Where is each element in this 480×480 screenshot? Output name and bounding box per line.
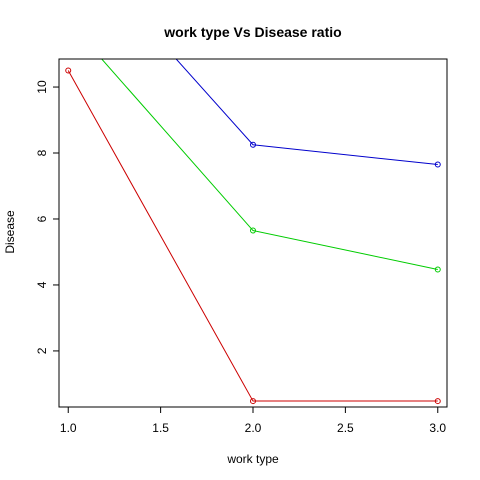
data-point — [250, 398, 256, 405]
chart-title: work type Vs Disease ratio — [163, 24, 341, 40]
data-point — [434, 398, 441, 405]
y-tick-label: 8 — [35, 149, 49, 156]
series-layer — [65, 19, 441, 405]
x-tick-label: 2.0 — [245, 421, 262, 435]
series-line-2 — [101, 59, 438, 270]
data-point — [66, 19, 71, 24]
series-line-3 — [67, 70, 438, 402]
data-point — [434, 266, 441, 273]
x-tick-label: 3.0 — [429, 421, 446, 435]
data-point — [250, 141, 256, 148]
y-tick-label: 6 — [35, 215, 49, 222]
series-line-1 — [175, 59, 438, 166]
data-point — [434, 161, 441, 168]
y-axis: 2 4 6 8 10 — [35, 80, 59, 354]
x-axis-label: work type — [226, 452, 279, 466]
data-point — [250, 227, 256, 234]
x-tick-label: 1.0 — [60, 421, 77, 435]
data-point — [65, 67, 72, 74]
x-tick-label: 2.5 — [337, 421, 354, 435]
x-tick-label: 1.5 — [152, 421, 169, 435]
y-tick-label: 2 — [35, 347, 49, 354]
x-axis: 1.0 1.5 2.0 2.5 3.0 — [60, 407, 446, 435]
y-tick-label: 10 — [35, 80, 49, 94]
y-axis-label: Disease — [3, 210, 17, 254]
y-tick-label: 4 — [35, 281, 49, 288]
